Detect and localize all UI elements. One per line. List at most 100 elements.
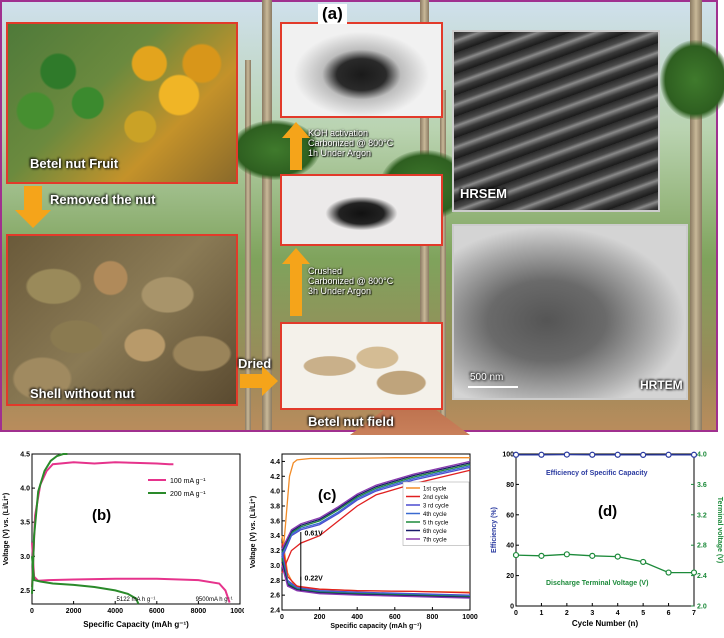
- photo-activated-carbon: [280, 22, 443, 118]
- y2-tick-label: 2.0: [697, 604, 707, 611]
- series-line-discharge: [32, 543, 230, 603]
- data-point: [641, 559, 646, 564]
- legend-label: 2nd cycle: [423, 495, 449, 501]
- data-point: [590, 553, 595, 558]
- y-tick-label: 4.0: [20, 486, 30, 493]
- palm-frond: [660, 40, 718, 120]
- x-tick-label: 7: [692, 610, 696, 617]
- label-fruit: Betel nut Fruit: [30, 156, 118, 171]
- x-tick-label: 400: [351, 614, 363, 621]
- y-tick-label: 100: [502, 452, 514, 459]
- label-hrtem: HRTEM: [640, 378, 683, 392]
- legend-label: 6th cycle: [423, 529, 447, 535]
- y2-tick-label: 3.2: [697, 512, 707, 519]
- data-point: [564, 452, 569, 457]
- x-tick-label: 200: [314, 614, 326, 621]
- legend-label: Efficiency of Specific Capacity: [546, 470, 648, 477]
- x-tick-label: 0: [514, 610, 518, 617]
- y2-tick-label: 2.8: [697, 543, 707, 550]
- koh-line-3: 1h Under Argon: [308, 148, 393, 158]
- y2-tick-label: 3.6: [697, 482, 707, 489]
- data-point: [692, 570, 697, 575]
- crush-line-3: 3h Under Argon: [308, 286, 393, 296]
- arrow-up-icon: [290, 262, 302, 316]
- y-tick-label: 80: [506, 482, 514, 489]
- label-hrsem: HRSEM: [460, 186, 507, 201]
- legend-label: 4th cycle: [423, 512, 447, 518]
- arrow-right-icon: [240, 374, 262, 388]
- arrow-up-head-icon: [282, 122, 310, 138]
- y-tick-label: 3.2: [270, 548, 280, 555]
- photo-shell: [6, 234, 238, 406]
- y-tick-label: 4.4: [270, 459, 280, 466]
- y-axis-label: Voltage (V) vs. (Li/Li⁺): [250, 496, 257, 568]
- label-removed: Removed the nut: [50, 192, 155, 207]
- x-tick-label: 3: [590, 610, 594, 617]
- panel-a: Betel nut Fruit Removed the nut Shell wi…: [0, 0, 718, 432]
- x-tick-label: 800: [427, 614, 439, 621]
- y-tick-label: 40: [506, 543, 514, 550]
- data-point: [539, 553, 544, 558]
- panel-label: (b): [92, 507, 111, 524]
- data-point: [514, 553, 519, 558]
- annotation: 0.61V: [305, 531, 324, 538]
- y-tick-label: 4.0: [270, 489, 280, 496]
- y-tick-label: 3.8: [270, 504, 280, 511]
- data-point: [615, 452, 620, 457]
- arrow-up-head-icon: [282, 248, 310, 264]
- legend-label: 1st cycle: [423, 487, 447, 493]
- photo-hrsem: [452, 30, 660, 212]
- series-discharge-line: [282, 543, 470, 593]
- data-point: [666, 570, 671, 575]
- x-tick-label: 1000: [462, 614, 478, 621]
- data-point: [590, 452, 595, 457]
- y-tick-label: 3.5: [20, 520, 30, 527]
- x-tick-label: 2000: [66, 608, 82, 615]
- x-axis-label: Cycle Number (n): [572, 619, 639, 628]
- y2-axis-label: Terminal voltage (V): [716, 497, 723, 563]
- legend-label: 100 mA g⁻¹: [170, 478, 206, 485]
- photo-carbon-powder: [280, 174, 443, 246]
- x-tick-label: 4: [616, 610, 620, 617]
- data-point: [564, 552, 569, 557]
- x-tick-label: 8000: [191, 608, 207, 615]
- panel-label: (d): [598, 503, 617, 520]
- x-axis-label: Specific capacity (mAh g⁻¹): [330, 623, 421, 630]
- y-tick-label: 3.0: [270, 563, 280, 570]
- koh-line-2: Carbonized @ 800°C: [308, 138, 393, 148]
- panel-label: (c): [318, 487, 336, 504]
- x-tick-label: 6000: [149, 608, 165, 615]
- y-tick-label: 3.0: [20, 554, 30, 561]
- legend-label: 5 th cycle: [423, 521, 449, 527]
- x-tick-label: 5: [641, 610, 645, 617]
- crush-line-1: Crushed: [308, 266, 393, 276]
- annotation: 0.22V: [305, 575, 324, 582]
- y-tick-label: 3.6: [270, 518, 280, 525]
- x-tick-label: 0: [30, 608, 34, 615]
- data-point: [641, 452, 646, 457]
- legend-label: 200 mA g⁻¹: [170, 491, 206, 498]
- y-axis-label: Efficiency (%): [491, 507, 498, 553]
- label-field: Betel nut field: [308, 414, 394, 429]
- x-tick-label: 4000: [107, 608, 123, 615]
- y-tick-label: 4.2: [270, 474, 280, 481]
- y2-tick-label: 4.0: [697, 452, 707, 459]
- x-tick-label: 0: [280, 614, 284, 621]
- y-tick-label: 60: [506, 512, 514, 519]
- crush-line-2: Carbonized @ 800°C: [308, 276, 393, 286]
- y-tick-label: 2.5: [20, 588, 30, 595]
- photo-dried-shell: [280, 322, 443, 410]
- legend-label: 3 rd cycle: [423, 504, 449, 510]
- y-tick-label: 3.4: [270, 533, 280, 540]
- scale-bar: [468, 386, 518, 388]
- data-point: [692, 452, 697, 457]
- data-point: [615, 554, 620, 559]
- x-tick-label: 2: [565, 610, 569, 617]
- data-point: [514, 452, 519, 457]
- legend-label: 7th cycle: [423, 538, 447, 544]
- y-tick-label: 2.6: [270, 593, 280, 600]
- y-tick-label: 20: [506, 573, 514, 580]
- y-tick-label: 0: [510, 604, 514, 611]
